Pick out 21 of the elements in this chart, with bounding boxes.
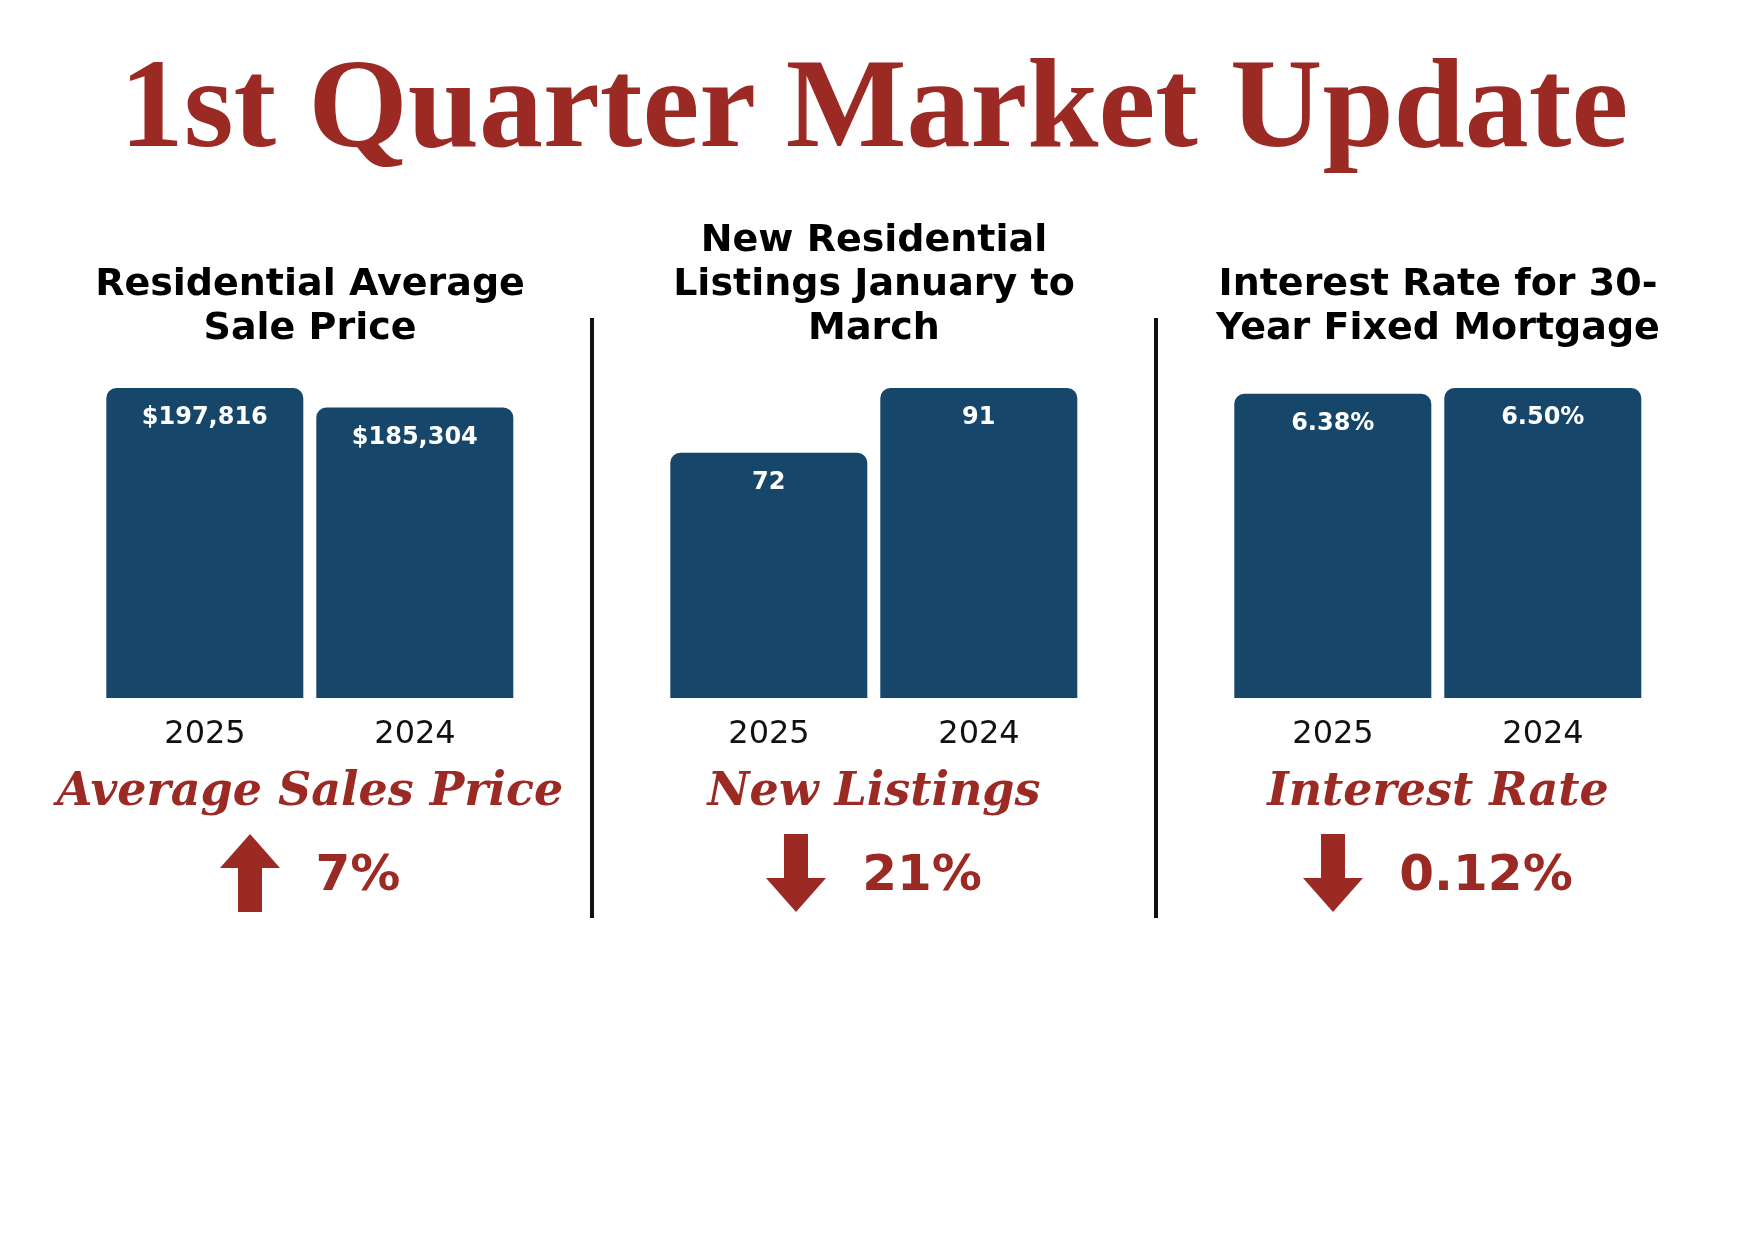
data-label: $185,304 <box>351 421 478 450</box>
text: 21% <box>862 844 982 902</box>
x-tick-label: 2025 <box>1292 712 1374 751</box>
text: Interest Rate <box>1267 762 1609 816</box>
x-tick-label: 2024 <box>1502 712 1584 751</box>
text: 7% <box>315 844 401 902</box>
chart-title: Interest Rate for 30-Year Fixed Mortgage <box>1215 259 1661 348</box>
text: 1st Quarter Market Update <box>118 31 1630 176</box>
data-label: 72 <box>752 466 786 495</box>
data-label: 91 <box>962 402 996 430</box>
text: 0.12% <box>1399 844 1573 902</box>
x-tick-label: 2024 <box>374 712 456 751</box>
x-tick-label: 2024 <box>938 712 1020 751</box>
x-tick-label: 2025 <box>728 712 810 751</box>
data-label: $197,816 <box>141 402 268 430</box>
chart-title: New Residential Listings January to March <box>672 215 1076 348</box>
data-label: 6.38% <box>1291 407 1375 436</box>
data-label: 6.50% <box>1501 402 1585 430</box>
chart-title: Residential Average Sale Price <box>94 259 526 348</box>
x-tick-label: 2025 <box>164 712 246 751</box>
text: New Listings <box>707 762 1041 816</box>
